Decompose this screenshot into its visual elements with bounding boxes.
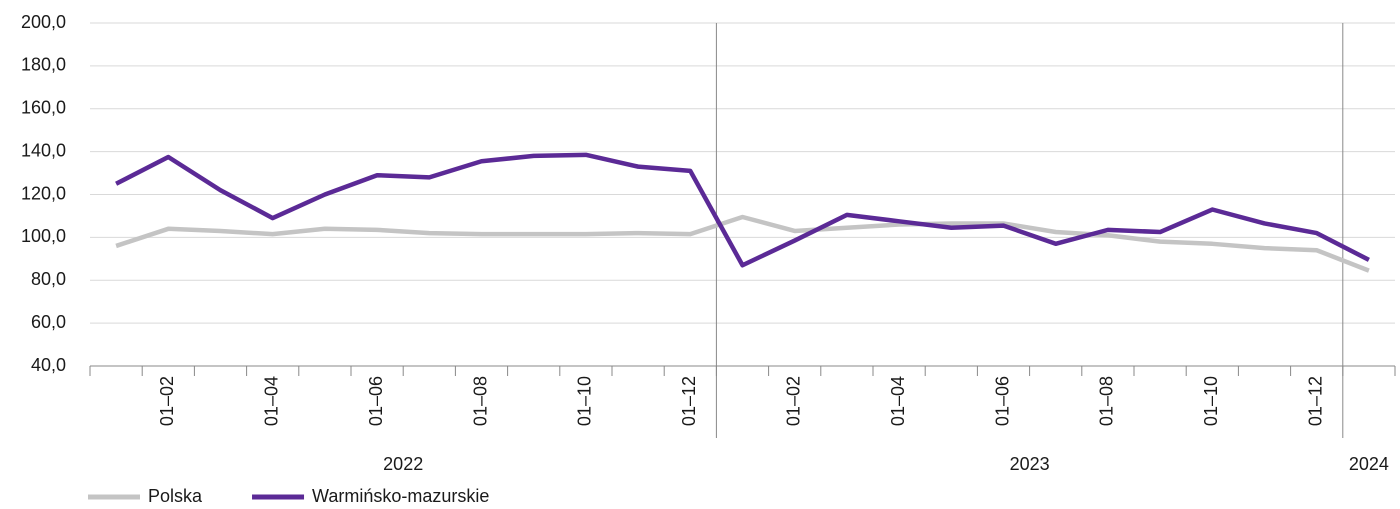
x-tick-label: 01–08 <box>1097 376 1117 426</box>
y-tick-label: 200,0 <box>21 12 66 32</box>
series-line <box>115 152 1370 268</box>
x-group-label: 2024 <box>1349 454 1389 474</box>
y-tick-label: 180,0 <box>21 55 66 75</box>
x-tick-label: 01–04 <box>261 376 281 426</box>
x-tick-label: 01–12 <box>1305 376 1325 426</box>
x-group-label: 2022 <box>383 454 423 474</box>
x-tick-label: 01–10 <box>575 376 595 426</box>
x-tick-label: 01–04 <box>888 376 908 426</box>
y-tick-label: 60,0 <box>31 312 66 332</box>
y-tick-label: 100,0 <box>21 226 66 246</box>
legend-label: Warmińsko-mazurskie <box>312 486 489 506</box>
x-tick-label: 01–02 <box>783 376 803 426</box>
series-line <box>115 214 1370 273</box>
y-tick-label: 160,0 <box>21 98 66 118</box>
x-tick-label: 01–06 <box>366 376 386 426</box>
y-tick-label: 140,0 <box>21 140 66 160</box>
x-tick-label: 01–12 <box>679 376 699 426</box>
legend-label: Polska <box>148 486 203 506</box>
x-tick-label: 01–08 <box>470 376 490 426</box>
y-tick-label: 120,0 <box>21 183 66 203</box>
x-tick-label: 01–06 <box>992 376 1012 426</box>
x-tick-label: 01–10 <box>1201 376 1221 426</box>
y-tick-label: 80,0 <box>31 269 66 289</box>
x-tick-label: 01–02 <box>157 376 177 426</box>
x-group-label: 2023 <box>1010 454 1050 474</box>
y-tick-label: 40,0 <box>31 355 66 375</box>
